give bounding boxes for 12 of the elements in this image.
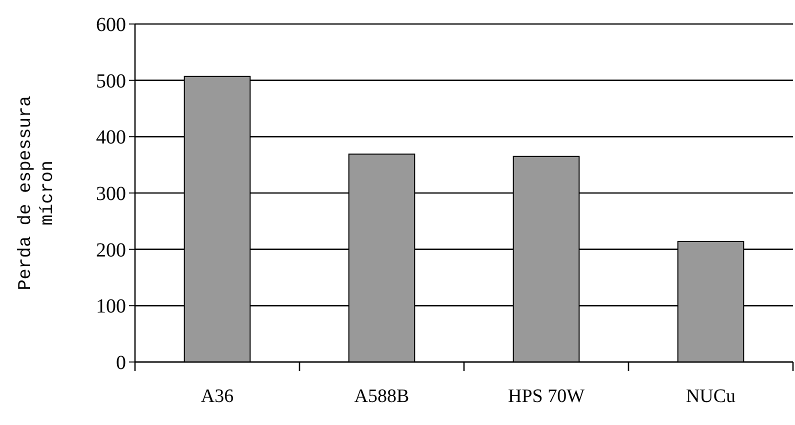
y-tick-label: 200	[96, 239, 126, 262]
y-tick-label: 0	[116, 352, 126, 374]
y-axis-title: Perda de espessura mícron	[16, 96, 58, 290]
y-tick-label: 400	[96, 126, 126, 149]
y-tick-label: 600	[96, 14, 126, 36]
x-tick-label: A588B	[354, 386, 410, 407]
y-tick-label: 300	[96, 183, 126, 205]
x-tick-label: A36	[200, 386, 234, 407]
x-tick-label: HPS 70W	[508, 386, 585, 407]
y-tick-label: 500	[96, 70, 126, 92]
y-tick-label: 100	[96, 296, 126, 318]
x-tick-label: NUCu	[686, 386, 736, 407]
